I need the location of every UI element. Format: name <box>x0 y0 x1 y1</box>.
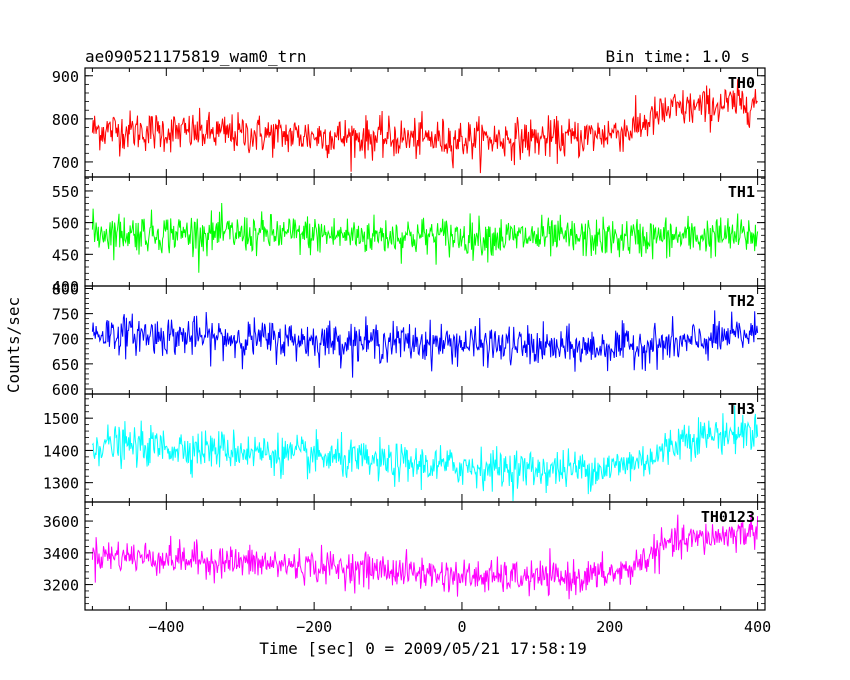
y-tick-label: 450 <box>52 246 79 264</box>
y-tick-label: 3600 <box>43 513 79 531</box>
x-tick-label: 0 <box>457 618 466 636</box>
x-tick-label: −200 <box>296 618 332 636</box>
lightcurve-th1 <box>91 202 759 273</box>
lightcurve-th3 <box>91 405 759 502</box>
y-tick-label: 3200 <box>43 577 79 595</box>
panels-group: 700 800 900 TH0 400 450 500 550 TH1 600 650 700 750 8… <box>43 67 771 636</box>
observation-title: ae090521175819_wam0_trn <box>85 47 307 66</box>
y-tick-label: 700 <box>52 154 79 172</box>
panel-th1: 400 450 500 550 TH1 <box>52 176 766 296</box>
lightcurve-th0 <box>91 79 758 174</box>
y-axis-label: Counts/sec <box>4 297 23 393</box>
y-tick-label: 750 <box>52 306 79 324</box>
panel-th0123: 3200 3400 3600 TH0123 <box>43 501 766 611</box>
channel-label: TH2 <box>728 292 755 310</box>
y-tick-label: 650 <box>52 356 79 374</box>
y-tick-label: 700 <box>52 331 79 349</box>
channel-label: TH1 <box>728 183 755 201</box>
panel-th2: 600 650 700 750 800 TH2 <box>52 281 766 399</box>
y-tick-label: 900 <box>52 68 79 86</box>
y-tick-label: 1500 <box>43 410 79 428</box>
channel-label: TH0123 <box>701 508 755 526</box>
x-axis-label: Time [sec] 0 = 2009/05/21 17:58:19 <box>259 639 587 658</box>
channel-label: TH0 <box>728 74 755 92</box>
y-tick-label: 1300 <box>43 475 79 493</box>
panel-th3: 1300 1400 1500 TH3 <box>43 393 766 503</box>
y-tick-label: 800 <box>52 281 79 299</box>
y-tick-label: 500 <box>52 215 79 233</box>
y-tick-label: 600 <box>52 381 79 399</box>
lightcurve-th0123 <box>91 513 759 600</box>
panel-frame <box>84 67 766 178</box>
x-tick-label: −400 <box>148 618 184 636</box>
panel-frame <box>84 501 766 611</box>
y-tick-label: 550 <box>52 183 79 201</box>
y-tick-label: 1400 <box>43 442 79 460</box>
y-tick-label: 3400 <box>43 545 79 563</box>
channel-label: TH3 <box>728 400 755 418</box>
x-tick-label: 200 <box>596 618 623 636</box>
x-tick-label: 400 <box>744 618 771 636</box>
y-tick-label: 400 <box>52 278 79 296</box>
y-tick-label: 800 <box>52 111 79 129</box>
bin-time-label: Bin time: 1.0 s <box>606 47 751 66</box>
lightcurve-th2 <box>91 310 759 378</box>
panel-th0: 700 800 900 TH0 <box>52 67 766 178</box>
